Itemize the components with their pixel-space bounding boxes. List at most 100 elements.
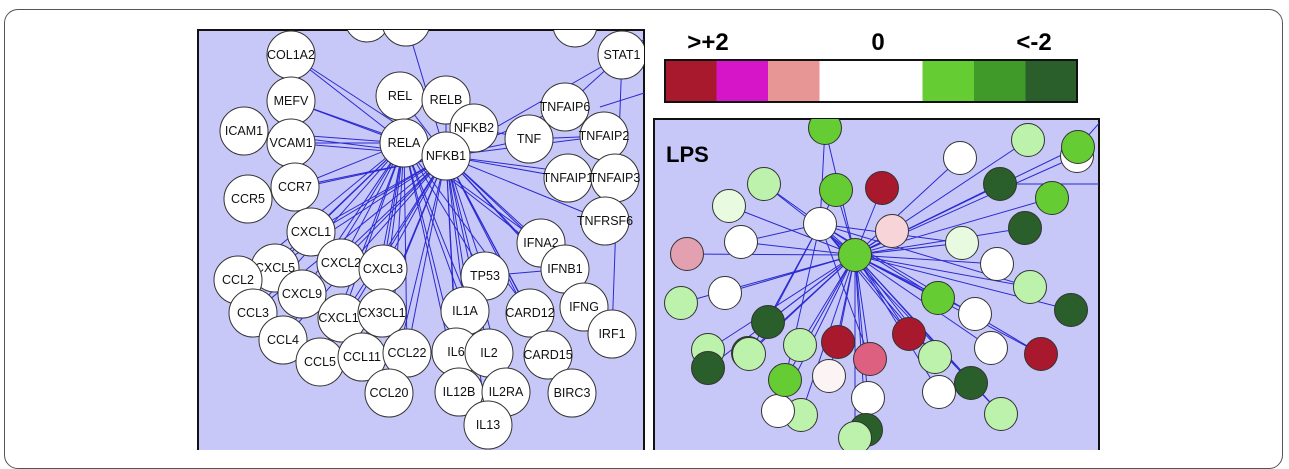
network-edge (854, 242, 963, 256)
network-edge (740, 241, 856, 256)
gene-node-tnfaip2: TNFAIP2 (579, 111, 630, 161)
gene-node-ifnb1: IFNB1 (540, 244, 590, 294)
gene-node-cxcl1: CXCL1 (286, 207, 336, 257)
gene-node-label: IL13 (476, 418, 500, 432)
right-panel-title: LPS (666, 142, 709, 167)
gene-node-stat1: STAT1 (597, 30, 644, 80)
network-edge (406, 155, 447, 354)
gene-node-label: CCL20 (370, 386, 409, 400)
gene-node-label: NFKBIA (383, 15, 429, 29)
lps-gene-node (751, 305, 785, 339)
lps-gene-node (821, 325, 855, 359)
gene-node-label: TNFAIP6 (540, 100, 591, 114)
lps-gene-node (865, 171, 899, 205)
gene-node-label: CCL5 (304, 355, 336, 369)
scale-segment (871, 60, 923, 102)
lps-gene-node (803, 207, 837, 241)
gene-node-label: IFNB1 (547, 262, 582, 276)
gene-node-label: RELB (430, 93, 463, 107)
scale-segment (716, 60, 769, 102)
gene-node-label: CCL2 (222, 273, 254, 287)
lps-gene-node (984, 397, 1018, 431)
gene-node-col1a2: COL1A2 (266, 30, 316, 80)
network-edge (799, 254, 856, 346)
lps-gene-node (812, 359, 846, 393)
gene-node-label: IL6 (447, 345, 464, 359)
gene-node-circle (505, 288, 555, 338)
gene-node-circle (597, 30, 644, 80)
lps-gene-node (664, 286, 698, 320)
gene-node-circle (540, 82, 590, 132)
lps-gene-node (838, 238, 872, 272)
gene-node-ccl4: CCL4 (258, 315, 308, 365)
lps-gene-node (974, 331, 1008, 365)
gene-node-circle (277, 269, 327, 319)
gene-node (346, 30, 388, 43)
network-edge (819, 223, 871, 360)
color-scale-bar (664, 59, 1078, 103)
gene-node-circle (463, 400, 513, 450)
lps-gene-node (945, 226, 979, 260)
gene-node-irf1: IRF1 (587, 309, 637, 359)
gene-node-label: IFNA2 (523, 236, 558, 250)
network-edge (854, 227, 1026, 256)
gene-node-circle (382, 30, 430, 47)
gene-node-label: TP53 (470, 269, 500, 283)
gene-node-cxcl9: CXCL9 (277, 269, 327, 319)
network-edge (340, 155, 447, 264)
gene-node-label: CXCL10 (318, 311, 365, 325)
gene-node-label: IL2 (480, 346, 497, 360)
gene-node-cxcl2: CXCL2 (316, 238, 366, 288)
network-edge (819, 223, 910, 335)
scale-left-label: >+2 (687, 29, 728, 56)
lps-gene-node (712, 189, 746, 223)
gene-node-label: BIRC3 (554, 386, 591, 400)
lps-gene-node (1011, 123, 1045, 157)
gene-node-label: CX3CL1 (358, 306, 405, 320)
lps-gene-node (768, 363, 802, 397)
lps-gene-node (724, 225, 758, 259)
gene-node-il13: IL13 (463, 400, 513, 450)
gene-node-tnfaip3: TNFAIP3 (590, 153, 641, 203)
lps-gene-node (921, 281, 955, 315)
lps-gene-node (783, 328, 817, 362)
scale-segment (1025, 60, 1078, 102)
scale-right-label: <-2 (1016, 29, 1051, 56)
lps-gene-node (1013, 270, 1047, 304)
lps-gene-node (1024, 337, 1058, 371)
gene-node-circle (364, 368, 414, 418)
scale-center-label: 0 (871, 29, 884, 56)
gene-node-label: CCR7 (278, 180, 312, 194)
network-edge (707, 254, 856, 351)
gene-node-ccl5: CCL5 (295, 337, 345, 387)
gene-node-label: TNFAIP3 (590, 171, 641, 185)
network-edge (403, 142, 531, 314)
gene-node-circle (286, 207, 336, 257)
lps-gene-node (918, 340, 952, 374)
gene-node-label: IRF1 (598, 327, 625, 341)
gene-node-nfkb1: NFKB1 (421, 131, 471, 181)
gene-node-label: CXCL9 (282, 287, 322, 301)
gene-node-label: CARD15 (523, 348, 572, 362)
gene-node-label: CCL3 (237, 306, 269, 320)
gene-node-label: CCL22 (388, 346, 427, 360)
lps-gene-node (838, 421, 872, 450)
network-figure: COL1A2 NFKBIA STAT1 MEFV REL RELB TNFAIP6 ICAM1… (197, 15, 1100, 450)
gene-node-label: TNFAIP2 (579, 129, 630, 143)
lps-gene-node (853, 342, 887, 376)
gene-node-label: IL1A (452, 304, 478, 318)
gene-node-birc3: BIRC3 (547, 368, 597, 418)
gene-node-label: TNFRSF6 (577, 214, 633, 228)
gene-node-label: CCL4 (267, 333, 299, 347)
network-edge (341, 142, 405, 319)
scale-segment (974, 60, 1026, 102)
network-edge (854, 254, 998, 265)
scale-segment (922, 60, 975, 102)
gene-node-circle (258, 315, 308, 365)
gene-node-circle (421, 131, 471, 181)
lps-gene-node (954, 366, 988, 400)
gene-node-tnfrsf6: TNFRSF6 (577, 196, 633, 246)
network-edge (686, 253, 856, 256)
left-network-nodes: COL1A2 NFKBIA STAT1 MEFV REL RELB TNFAIP6 ICAM1… (213, 15, 644, 450)
gene-node-label: IFNG (569, 300, 599, 314)
